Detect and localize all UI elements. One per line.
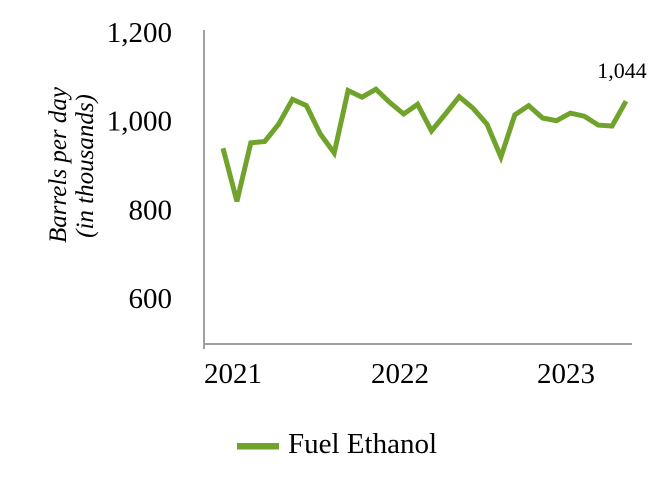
plot-area: 1,200 1,000 800 600 2021 2022 2023 (107, 17, 629, 390)
x-tick-label: 2023 (537, 358, 595, 390)
legend-label: Fuel Ethanol (288, 428, 437, 460)
y-tick-label: 1,000 (107, 106, 172, 138)
y-tick-label: 800 (129, 194, 173, 226)
y-axis-title-line2: (in thousands) (72, 94, 99, 238)
x-tick-label: 2022 (371, 358, 429, 390)
legend-line-swatch (237, 443, 279, 450)
fuel-ethanol-series-line (220, 86, 629, 203)
last-value-annotation: 1,044 (597, 58, 647, 83)
y-axis-title-line1: Barrels per day (45, 86, 72, 243)
y-tick-label: 600 (129, 283, 173, 315)
x-tick-label: 2021 (204, 358, 262, 390)
y-tick-label: 1,200 (107, 17, 172, 49)
